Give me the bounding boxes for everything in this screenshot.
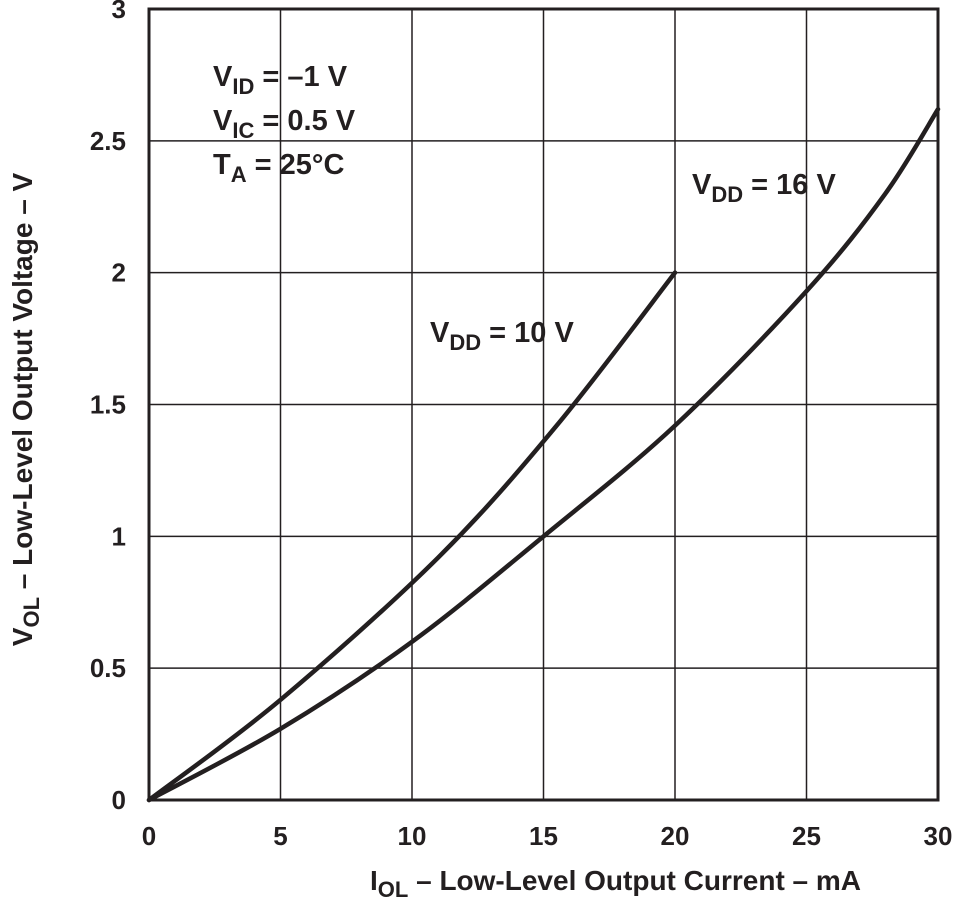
x-tick-labels: 0 5 10 15 20 25 30 — [142, 821, 953, 851]
series-layer — [146, 106, 941, 803]
y-axis-label: VOL – Low-Level Output Voltage – V — [7, 172, 44, 646]
y-tick-label: 0 — [112, 785, 126, 815]
y-tick-label: 2 — [112, 258, 126, 288]
y-tick-labels: 0 0.5 1 1.5 2 2.5 3 — [90, 0, 126, 815]
condition-ta: TA = 25°C — [213, 149, 345, 187]
x-tick-label: 20 — [661, 821, 690, 851]
x-tick-label: 25 — [792, 821, 821, 851]
plot-frame — [147, 7, 940, 802]
series-line-1 — [146, 106, 941, 803]
series-line-0 — [146, 270, 678, 803]
x-tick-label: 30 — [924, 821, 953, 851]
grid — [149, 9, 938, 800]
x-tick-label: 10 — [398, 821, 427, 851]
x-tick-label: 15 — [529, 821, 558, 851]
condition-vid: VID = –1 V — [213, 61, 348, 99]
series-label-vdd-10: VDD = 10 V — [430, 317, 574, 355]
y-tick-label: 2.5 — [90, 126, 126, 156]
y-tick-label: 1.5 — [90, 390, 126, 420]
y-tick-label: 0.5 — [90, 653, 126, 683]
series-label-vdd-16: VDD = 16 V — [692, 169, 836, 207]
test-conditions: VID = –1 V VIC = 0.5 V TA = 25°C — [213, 61, 356, 187]
x-axis-label: IOL – Low-Level Output Current – mA — [370, 865, 861, 899]
x-tick-label: 5 — [273, 821, 287, 851]
y-tick-label: 3 — [112, 0, 126, 24]
y-tick-label: 1 — [112, 521, 126, 551]
x-tick-label: 0 — [142, 821, 156, 851]
condition-vic: VIC = 0.5 V — [213, 105, 356, 143]
